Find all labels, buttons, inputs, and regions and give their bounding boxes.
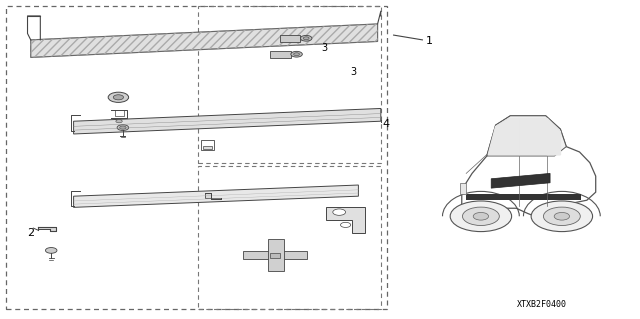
Bar [270,51,291,58]
Polygon shape [31,24,378,57]
Bar [268,239,284,271]
Circle shape [300,35,312,41]
Bar [466,195,581,200]
Circle shape [303,37,309,40]
Circle shape [543,207,580,226]
Circle shape [340,222,351,227]
Circle shape [473,212,488,220]
Bar [280,35,300,42]
Text: 3: 3 [351,67,357,77]
Text: 1: 1 [426,36,433,47]
Circle shape [554,212,570,220]
Polygon shape [487,116,566,156]
Polygon shape [547,118,561,155]
Circle shape [294,53,300,56]
Polygon shape [461,116,596,219]
Bar [203,146,212,149]
Circle shape [291,51,302,57]
Polygon shape [326,207,365,233]
Circle shape [113,95,124,100]
Bar [460,183,466,194]
Polygon shape [74,185,358,207]
Circle shape [45,248,57,253]
Polygon shape [488,118,519,155]
Circle shape [463,207,499,226]
Bar [201,140,214,150]
Circle shape [116,120,122,123]
Text: 3: 3 [321,43,328,53]
Circle shape [117,125,129,130]
Polygon shape [519,118,561,155]
Circle shape [531,201,593,232]
Polygon shape [74,108,381,134]
Circle shape [108,92,129,102]
Polygon shape [492,174,550,188]
Circle shape [333,209,346,215]
Text: XTXB2F0400: XTXB2F0400 [517,300,567,309]
Circle shape [120,126,126,129]
Bar [243,251,307,259]
Circle shape [450,201,511,232]
Polygon shape [38,227,56,231]
Text: 4: 4 [383,119,390,130]
Bar [270,253,280,258]
Text: 2: 2 [27,228,34,238]
Polygon shape [205,193,221,199]
